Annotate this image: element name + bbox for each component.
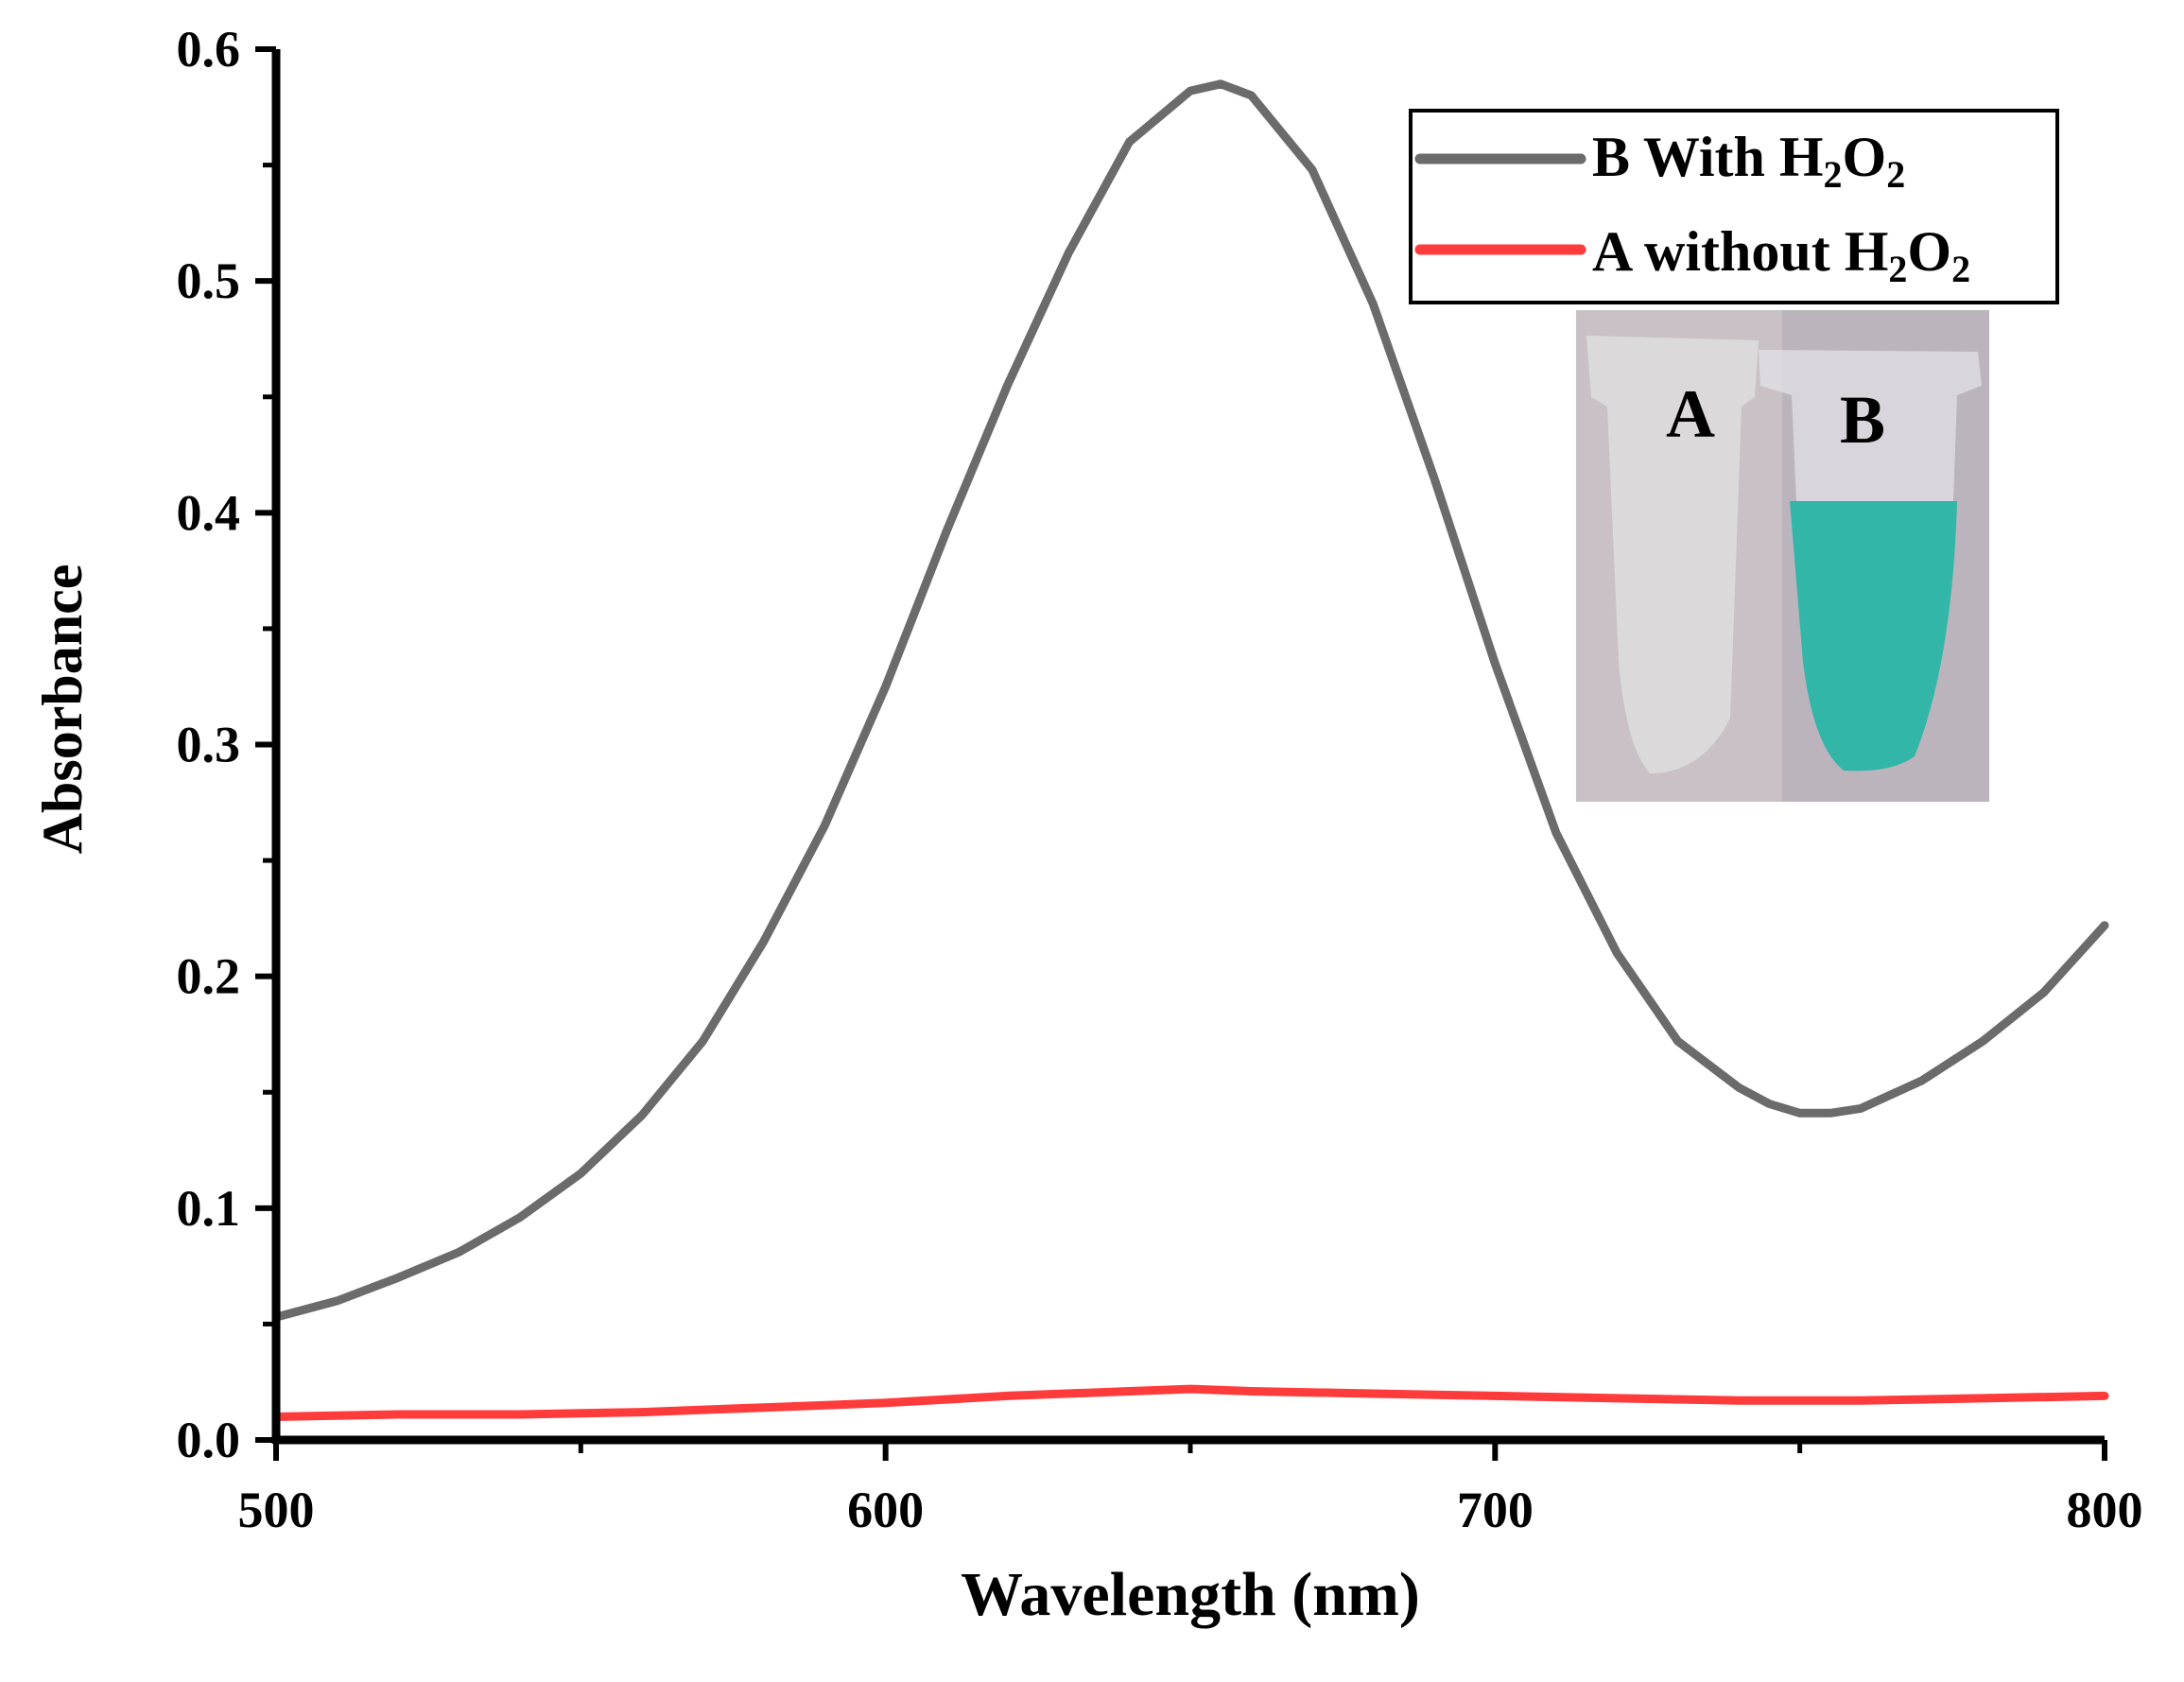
x-tick-label: 800 xyxy=(2067,1482,2143,1538)
legend-label-a-mid: O xyxy=(1907,220,1951,283)
series-layer xyxy=(271,79,2109,1421)
tube-b-liquid xyxy=(1790,501,1957,772)
legend-label-b-main: B With H xyxy=(1592,126,1824,188)
y-tick-label: 0.2 xyxy=(177,948,241,1005)
y-ticks: 0.0 0.1 0.2 0.3 0.4 0.5 0.6 xyxy=(177,21,276,1468)
y-tick-label: 0.6 xyxy=(177,21,241,78)
y-tick-label: 0.4 xyxy=(177,484,241,541)
legend: B With H2O2 A without H2O2 xyxy=(1409,109,2059,304)
series-line-a-without-h2o2 xyxy=(271,1384,2109,1421)
series-line-b-with-h2o2 xyxy=(271,79,2109,1322)
tube-a-label: A xyxy=(1666,376,1715,452)
y-tick-label: 0.1 xyxy=(177,1180,241,1237)
x-tick-label: 500 xyxy=(238,1482,315,1538)
x-tick-label: 600 xyxy=(847,1482,924,1538)
x-tick-label: 700 xyxy=(1457,1482,1534,1538)
legend-label-b-sub1: 2 xyxy=(1824,153,1843,196)
legend-label-b: B With H2O2 xyxy=(1592,126,1905,196)
legend-label-a-sub1: 2 xyxy=(1888,248,1907,290)
legend-box xyxy=(1409,109,2059,304)
inset-photo: A B xyxy=(1576,310,1989,802)
legend-label-a-sub2: 2 xyxy=(1951,248,1970,290)
legend-label-a: A without H2O2 xyxy=(1592,220,1970,290)
x-ticks: 500 600 700 800 xyxy=(238,1440,2143,1538)
y-tick-label: 0.3 xyxy=(177,717,241,773)
legend-label-b-mid: O xyxy=(1843,126,1887,188)
tube-b-cap xyxy=(1759,350,1982,501)
y-axis-title: Absorbance xyxy=(31,564,94,855)
tube-b-label: B xyxy=(1840,382,1885,458)
x-axis-title: Wavelength (nm) xyxy=(961,1560,1420,1629)
y-tick-label: 0.0 xyxy=(177,1412,241,1468)
y-tick-label: 0.5 xyxy=(177,252,241,309)
legend-label-a-main: A without H xyxy=(1592,220,1888,283)
tube-a xyxy=(1586,336,1759,773)
legend-label-b-sub2: 2 xyxy=(1886,153,1905,196)
